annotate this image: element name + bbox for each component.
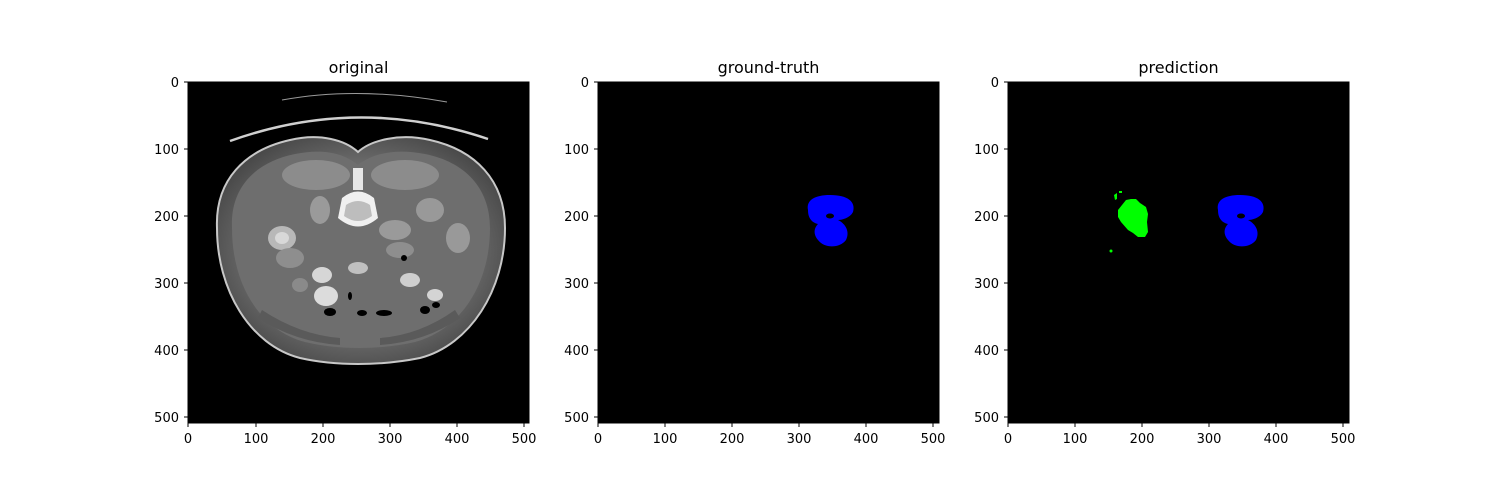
- x-tick-label: 500: [1331, 432, 1356, 447]
- panel-ground-truth: ground-truth 0 100 200 300 400 500: [564, 58, 945, 447]
- panel-title: ground-truth: [718, 58, 820, 77]
- x-tick-label: 100: [244, 432, 269, 447]
- x-tick-label: 0: [184, 432, 192, 447]
- x-tick-label: 300: [787, 432, 812, 447]
- y-tick-label: 0: [991, 76, 999, 91]
- y-tick-label: 500: [154, 411, 179, 426]
- x-axis: 0 100 200 300 400 500: [184, 423, 537, 447]
- y-tick-label: 500: [974, 411, 999, 426]
- mask-green-region: [1109, 191, 1148, 253]
- image-area: [598, 82, 939, 423]
- x-tick-label: 100: [653, 432, 678, 447]
- x-tick-label: 400: [445, 432, 470, 447]
- y-tick-label: 400: [154, 344, 179, 359]
- y-tick-label: 0: [581, 76, 589, 91]
- image-area: [1008, 82, 1349, 423]
- x-tick-label: 0: [1004, 432, 1012, 447]
- x-tick-label: 500: [921, 432, 946, 447]
- x-axis: 0 100 200 300 400 500: [1004, 423, 1356, 447]
- y-tick-label: 300: [974, 277, 999, 292]
- y-axis: 0 100 200 300 400 500: [974, 76, 1008, 426]
- y-axis: 0 100 200 300 400 500: [154, 76, 188, 426]
- y-tick-label: 300: [564, 277, 589, 292]
- mask-blue-region: [1217, 195, 1264, 247]
- y-axis: 0 100 200 300 400 500: [564, 76, 598, 426]
- y-tick-label: 300: [154, 277, 179, 292]
- panel-prediction: prediction 0 100 200 300 400 500: [974, 58, 1355, 447]
- y-tick-label: 200: [564, 210, 589, 225]
- y-tick-label: 100: [564, 143, 589, 158]
- x-tick-label: 300: [378, 432, 403, 447]
- panel-original: original: [154, 58, 536, 447]
- panel-title: original: [329, 58, 389, 77]
- y-tick-label: 200: [154, 210, 179, 225]
- x-tick-label: 200: [720, 432, 745, 447]
- x-tick-label: 400: [1264, 432, 1289, 447]
- x-tick-label: 300: [1197, 432, 1222, 447]
- y-tick-label: 400: [974, 344, 999, 359]
- panel-title: prediction: [1138, 58, 1218, 77]
- x-tick-label: 200: [311, 432, 336, 447]
- ct-scan-image: [215, 92, 507, 365]
- mask-blue-region: [807, 195, 854, 247]
- x-tick-label: 400: [854, 432, 879, 447]
- x-tick-label: 0: [594, 432, 602, 447]
- y-tick-label: 500: [564, 411, 589, 426]
- y-tick-label: 100: [974, 143, 999, 158]
- x-tick-label: 100: [1063, 432, 1088, 447]
- y-tick-label: 0: [171, 76, 179, 91]
- y-tick-label: 200: [974, 210, 999, 225]
- x-tick-label: 200: [1130, 432, 1155, 447]
- y-tick-label: 100: [154, 143, 179, 158]
- x-tick-label: 500: [512, 432, 537, 447]
- y-tick-label: 400: [564, 344, 589, 359]
- x-axis: 0 100 200 300 400 500: [594, 423, 946, 447]
